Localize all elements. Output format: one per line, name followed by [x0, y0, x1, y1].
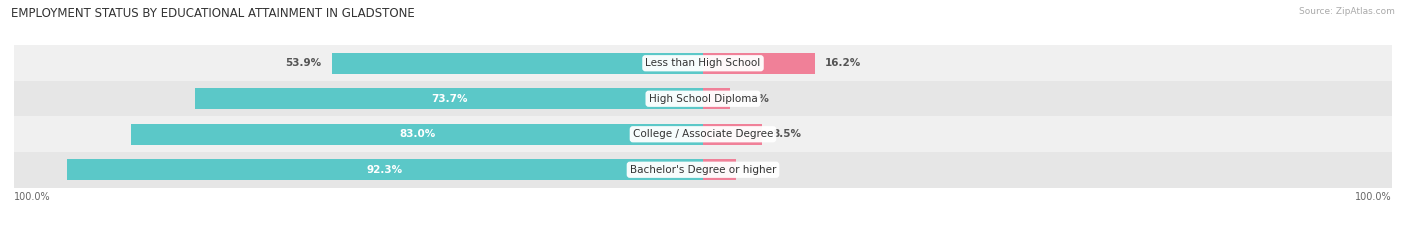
Bar — [14, 81, 1392, 116]
Bar — [14, 152, 1392, 188]
Text: 3.9%: 3.9% — [740, 94, 769, 104]
Text: 4.8%: 4.8% — [747, 165, 776, 175]
Bar — [67, 159, 703, 180]
Text: 100.0%: 100.0% — [14, 192, 51, 202]
Text: High School Diploma: High School Diploma — [648, 94, 758, 104]
Bar — [703, 123, 762, 145]
Text: 100.0%: 100.0% — [1355, 192, 1392, 202]
Text: 83.0%: 83.0% — [399, 129, 436, 139]
Text: 8.5%: 8.5% — [772, 129, 801, 139]
Bar — [703, 53, 814, 74]
Text: EMPLOYMENT STATUS BY EDUCATIONAL ATTAINMENT IN GLADSTONE: EMPLOYMENT STATUS BY EDUCATIONAL ATTAINM… — [11, 7, 415, 20]
Text: College / Associate Degree: College / Associate Degree — [633, 129, 773, 139]
Text: 73.7%: 73.7% — [430, 94, 467, 104]
Bar — [195, 88, 703, 110]
Bar — [14, 116, 1392, 152]
Text: Less than High School: Less than High School — [645, 58, 761, 68]
Bar — [131, 123, 703, 145]
Bar — [14, 45, 1392, 81]
Text: Bachelor's Degree or higher: Bachelor's Degree or higher — [630, 165, 776, 175]
Text: 16.2%: 16.2% — [825, 58, 862, 68]
Bar — [332, 53, 703, 74]
Text: 92.3%: 92.3% — [367, 165, 404, 175]
Text: Source: ZipAtlas.com: Source: ZipAtlas.com — [1299, 7, 1395, 16]
Bar — [703, 88, 730, 110]
Bar — [703, 159, 737, 180]
Text: 53.9%: 53.9% — [285, 58, 322, 68]
